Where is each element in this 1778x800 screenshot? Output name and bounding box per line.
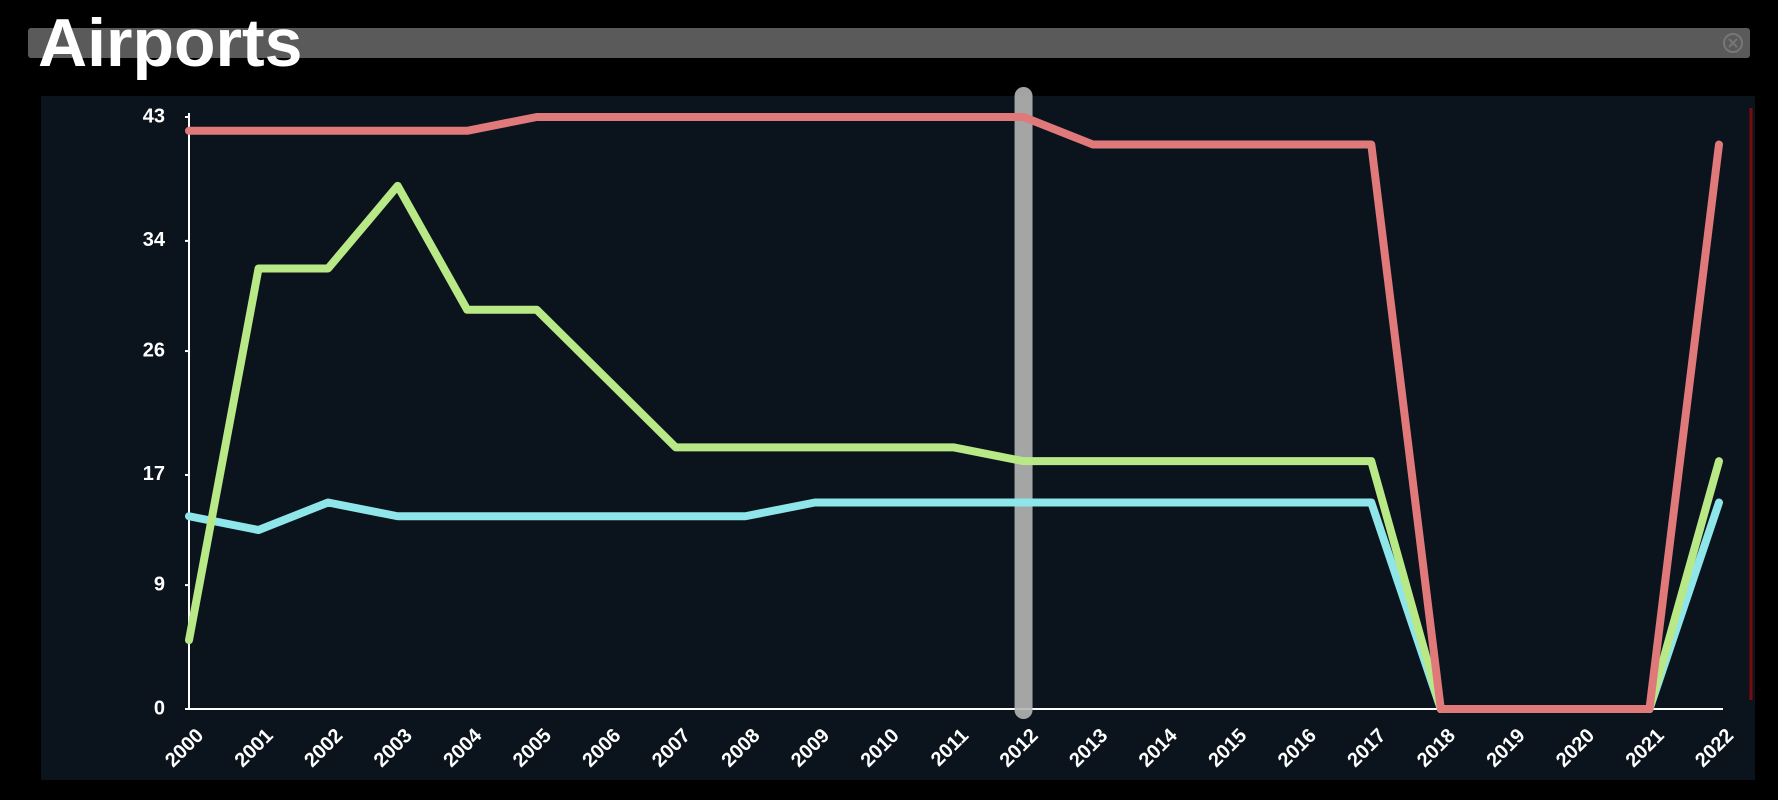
series-line — [185, 113, 1723, 713]
y-tick-label: 0 — [154, 697, 165, 719]
chart-title: Airports — [38, 5, 302, 81]
filter-input[interactable] — [28, 28, 1750, 58]
clear-icon-x — [1728, 38, 1738, 48]
y-tick-label: 17 — [143, 463, 165, 485]
y-tick-label: 34 — [143, 229, 166, 251]
y-tick-label: 9 — [154, 573, 165, 595]
hover-cursor — [1014, 87, 1033, 719]
y-tick-label: 43 — [143, 105, 165, 127]
y-tick-label: 26 — [143, 339, 165, 361]
chart-panel — [41, 96, 1755, 780]
clear-icon[interactable] — [1723, 33, 1743, 53]
